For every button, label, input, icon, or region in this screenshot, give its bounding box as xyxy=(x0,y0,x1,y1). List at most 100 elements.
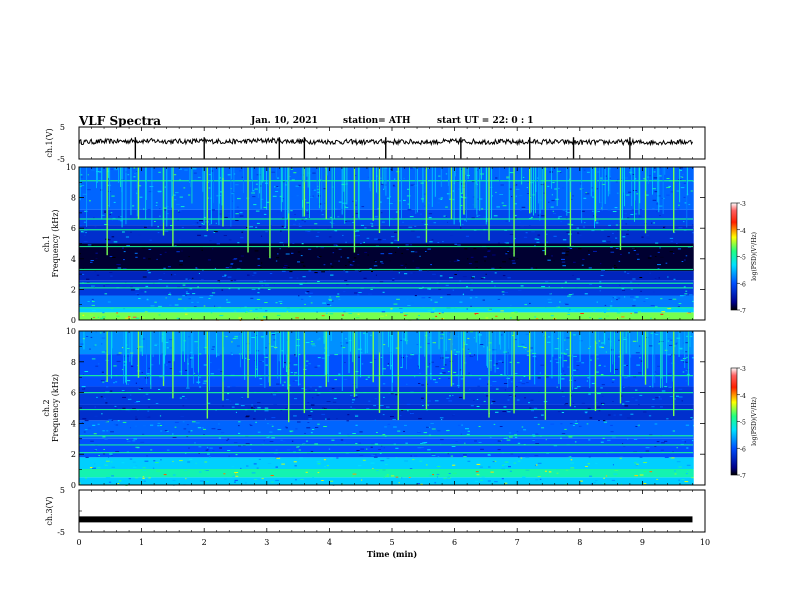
spectrum-noise xyxy=(205,449,208,451)
spectrum-noise xyxy=(255,210,260,212)
spectrum-noise xyxy=(255,421,258,423)
spectrum-noise xyxy=(358,356,360,358)
spectrum-noise xyxy=(611,479,616,481)
spectrum-noise xyxy=(291,440,294,442)
spectrum-noise xyxy=(668,471,673,473)
spectrum-noise xyxy=(607,177,611,179)
spectrum-noise xyxy=(473,248,477,250)
spectrum-noise xyxy=(227,393,230,395)
spectrum-noise xyxy=(564,281,567,283)
spectrum-noise xyxy=(383,184,387,186)
spectrum-noise xyxy=(323,264,326,266)
spectrum-noise xyxy=(118,368,122,370)
spectrum-noise xyxy=(526,193,530,194)
spectrum-noise xyxy=(210,312,213,314)
spectrum-noise xyxy=(578,374,580,376)
spectrum-noise xyxy=(631,396,635,398)
spectrum-noise xyxy=(157,226,160,228)
spectrum-noise xyxy=(423,442,428,444)
spectrum-noise xyxy=(106,430,109,432)
spectrum-noise xyxy=(566,231,570,233)
spectrum-noise xyxy=(548,201,550,203)
spectrum-noise xyxy=(516,226,520,228)
spectrum-noise xyxy=(421,447,424,448)
spectrum-noise xyxy=(148,258,151,260)
spectrum-noise xyxy=(692,440,694,442)
spectrum-noise xyxy=(574,380,577,382)
spectrum-noise xyxy=(240,255,244,257)
spectrum-noise xyxy=(160,430,163,432)
spectrum-noise xyxy=(322,407,325,409)
spectrum-noise xyxy=(334,245,336,246)
spectrum-noise xyxy=(321,480,324,481)
spectrum-noise xyxy=(502,275,506,277)
spectrum-noise xyxy=(434,482,437,484)
spectrum-noise xyxy=(557,170,561,172)
spectrum-noise xyxy=(84,234,86,236)
spectrum-noise xyxy=(265,230,268,232)
spectrum-noise xyxy=(449,198,453,200)
spectrum-noise xyxy=(300,478,304,480)
spectrum-noise xyxy=(582,258,585,260)
spectrum-noise xyxy=(491,267,495,269)
spectrum-noise xyxy=(376,470,379,472)
spectrum-noise xyxy=(394,239,399,241)
spectrum-noise xyxy=(316,394,320,396)
spectrum-noise xyxy=(96,396,98,398)
spectrum-noise xyxy=(598,364,601,366)
spectrum-noise xyxy=(636,193,639,195)
spectrum-noise xyxy=(588,393,591,395)
spectrum-noise xyxy=(595,480,598,481)
spectrum-noise xyxy=(235,403,239,405)
spectrum-noise xyxy=(590,483,593,485)
spectrum-noise xyxy=(690,417,693,419)
spectrum-noise xyxy=(142,470,147,471)
spectrum-noise xyxy=(493,460,497,462)
spectrum-noise xyxy=(406,298,409,300)
spectrum-noise xyxy=(362,459,366,461)
y-tick-label: 10 xyxy=(66,163,76,172)
spectrum-noise xyxy=(317,423,320,425)
spectrum-noise xyxy=(668,386,672,388)
spectrum-noise xyxy=(158,305,162,307)
spectrum-noise xyxy=(617,331,621,333)
x-axis-label: Time (min) xyxy=(367,549,417,559)
spectrum-noise xyxy=(254,250,259,252)
spectrum-noise xyxy=(577,386,581,388)
spectrum-noise xyxy=(460,205,463,206)
spectrum-noise xyxy=(82,418,87,420)
spectrum-noise xyxy=(443,215,447,217)
spectrum-noise xyxy=(166,347,170,349)
spectrum-noise xyxy=(90,260,94,261)
spectrum-noise xyxy=(669,355,671,357)
spectrum-noise xyxy=(178,298,182,300)
spectrum-noise xyxy=(266,436,270,438)
spectrum-noise xyxy=(118,216,122,218)
spectrum-noise xyxy=(310,302,313,304)
spectrum-noise xyxy=(635,464,638,466)
spectrum-noise xyxy=(93,433,97,435)
spectrum-noise xyxy=(359,270,361,272)
spectrum-noise xyxy=(601,346,605,348)
spectrum-noise xyxy=(239,212,243,214)
spectrum-noise xyxy=(373,265,378,267)
spectrum-noise xyxy=(564,404,566,406)
x-tick-label: 0 xyxy=(76,538,81,547)
spectrum-noise xyxy=(93,449,97,451)
spectrum-noise xyxy=(142,476,145,478)
spectrum-noise xyxy=(427,288,431,290)
spectrum-noise xyxy=(630,288,634,290)
spectrum-noise xyxy=(660,406,663,408)
spectrum-noise xyxy=(507,277,511,279)
spectrum-noise xyxy=(275,191,279,192)
spectrum-noise xyxy=(505,220,509,222)
spectrum-noise xyxy=(670,457,672,459)
spectrum-noise xyxy=(658,167,661,169)
spectrum-noise xyxy=(527,190,529,192)
spectrum-noise xyxy=(194,222,198,224)
spectrum-noise xyxy=(606,452,608,454)
spectrum-noise xyxy=(382,434,386,436)
spectrum-noise xyxy=(511,260,516,262)
spectrum-noise xyxy=(263,316,267,318)
spectrum-noise xyxy=(654,445,657,447)
